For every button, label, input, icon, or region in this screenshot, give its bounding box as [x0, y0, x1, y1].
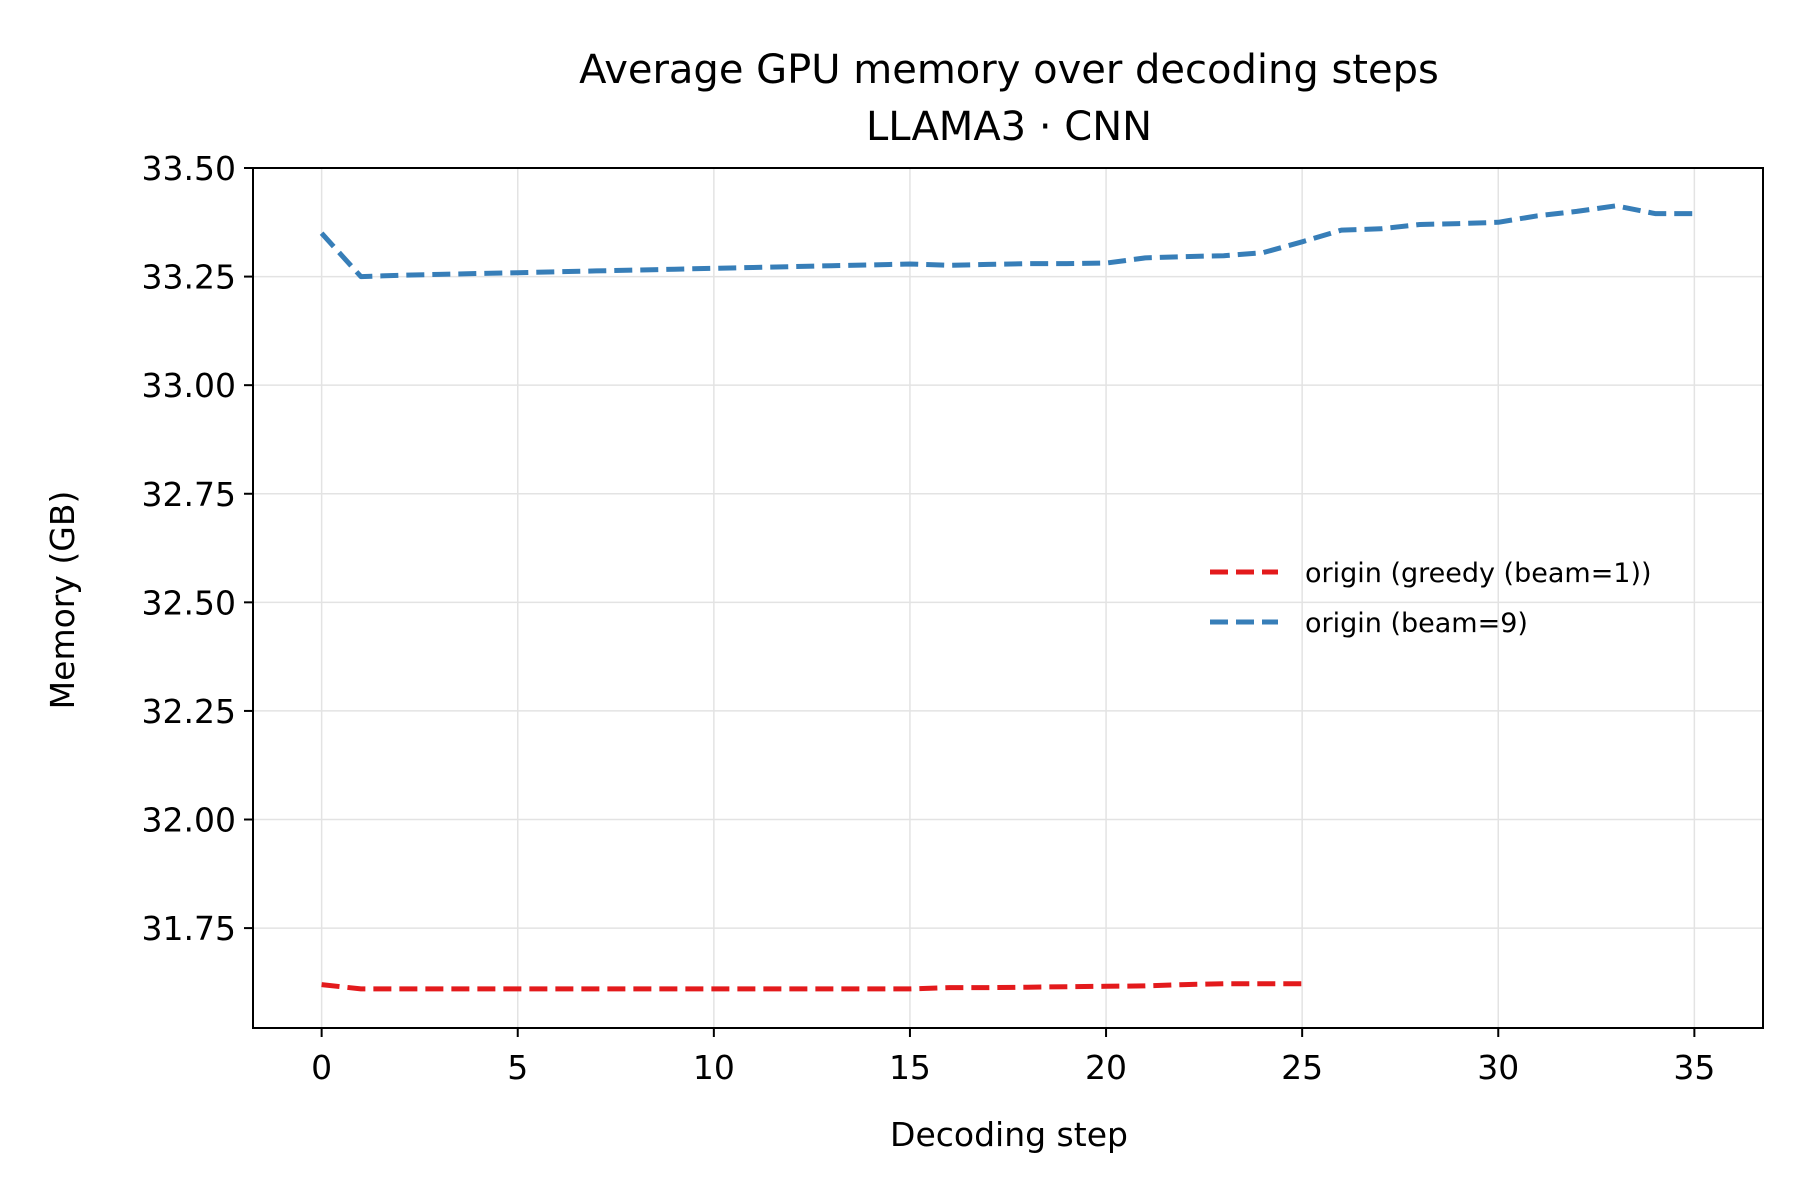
legend-label-greedy: origin (greedy (beam=1)) — [1305, 558, 1652, 589]
y-tick-label: 31.75 — [142, 909, 236, 948]
x-tick-label: 20 — [1085, 1048, 1127, 1087]
x-tick-label: 35 — [1673, 1048, 1715, 1087]
legend: origin (greedy (beam=1)) origin (beam=9) — [1210, 558, 1652, 639]
legend-label-beam9: origin (beam=9) — [1305, 608, 1528, 639]
y-tick-label: 32.00 — [142, 801, 236, 840]
chart-subtitle: LLAMA3 · CNN — [866, 104, 1152, 150]
x-tick-label: 30 — [1477, 1048, 1519, 1087]
y-tick-label: 33.00 — [142, 366, 236, 405]
series-line-0 — [321, 981, 1303, 992]
plot-frame — [252, 167, 1764, 1029]
grid — [253, 167, 1763, 1028]
series-line-1 — [319, 203, 1695, 280]
y-tick-label: 32.25 — [142, 692, 236, 731]
x-tick-label: 15 — [889, 1048, 931, 1087]
x-tick-label: 5 — [507, 1048, 528, 1087]
y-tick-label: 32.50 — [142, 583, 236, 622]
y-tick-label: 32.75 — [142, 475, 236, 514]
chart-title: Average GPU memory over decoding steps — [579, 47, 1439, 93]
y-tick-label: 33.50 — [142, 149, 236, 188]
x-tick-label: 10 — [693, 1048, 735, 1087]
x-axis-ticks: 0 5 10 15 20 25 30 35 — [311, 1028, 1715, 1087]
series-lines — [319, 203, 1695, 992]
y-axis-ticks: 31.75 32.00 32.25 32.50 32.75 33.00 33.25 33.50 — [142, 149, 253, 948]
x-tick-label: 25 — [1281, 1048, 1323, 1087]
x-axis-title: Decoding step — [890, 1115, 1128, 1154]
y-tick-label: 33.25 — [142, 258, 236, 297]
x-tick-label: 0 — [311, 1048, 332, 1087]
y-axis-title: Memory (GB) — [43, 491, 82, 710]
